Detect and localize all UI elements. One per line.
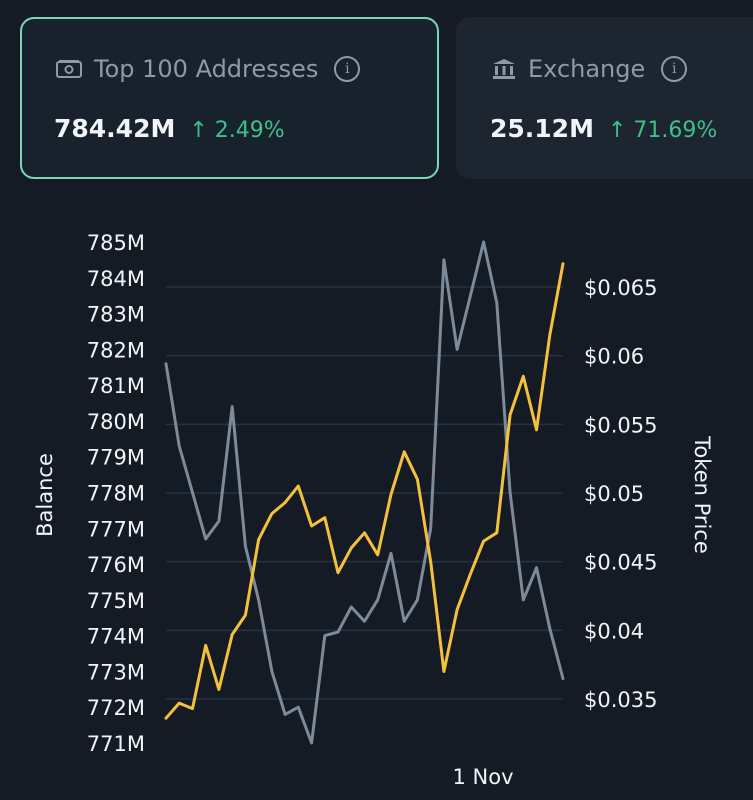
left-axis-tick: 776M — [87, 553, 145, 577]
balance-series-line — [164, 240, 565, 745]
card-label: Exchange — [528, 55, 646, 83]
left-axis-tick: 783M — [87, 303, 145, 327]
left-axis-tick: 777M — [87, 517, 145, 541]
info-icon[interactable]: i — [334, 56, 361, 82]
card-value: 784.42M — [54, 114, 176, 143]
left-axis-tick: 778M — [87, 482, 145, 506]
left-axis-tick: 775M — [87, 589, 145, 613]
card-value: 25.12M — [490, 114, 594, 143]
right-axis-tick: $0.045 — [584, 551, 657, 575]
arrow-up-icon: ↑ — [607, 118, 627, 143]
left-axis-tick: 780M — [87, 410, 145, 434]
card-label: Top 100 Addresses — [94, 55, 319, 83]
card-value-row: 25.12M ↑ 71.69% — [490, 114, 717, 143]
right-axis-tick: $0.04 — [584, 619, 644, 643]
left-axis-tick: 784M — [87, 267, 145, 291]
change-value: 71.69% — [633, 118, 718, 143]
wallet-icon — [56, 60, 82, 78]
left-axis-tick: 781M — [87, 374, 145, 398]
right-axis-tick: $0.035 — [584, 688, 657, 712]
balance-price-chart: 785M 784M 783M 782M 781M 780M 779M 778M 777M 776M… — [33, 231, 714, 789]
left-axis-tick: 785M — [87, 231, 145, 255]
right-axis-title: Token Price — [690, 435, 714, 554]
token-price-series-line — [164, 262, 565, 720]
arrow-up-icon: ↑ — [189, 118, 208, 143]
info-icon[interactable]: i — [661, 56, 688, 82]
left-axis-tick: 774M — [87, 625, 145, 649]
card-title: Top 100 Addresses i — [56, 55, 361, 83]
card-change: ↑ 2.49% — [189, 118, 284, 143]
exchange-card[interactable]: Exchange i 25.12M ↑ 71.69% — [456, 17, 753, 179]
right-axis-tick: $0.065 — [584, 276, 657, 300]
x-axis-tick: 1 Nov — [452, 765, 513, 789]
left-axis-tick: 782M — [87, 338, 145, 362]
left-axis-tick: 779M — [87, 446, 145, 470]
left-axis-title: Balance — [33, 453, 57, 537]
change-value: 2.49% — [214, 118, 285, 143]
left-axis-tick: 772M — [87, 696, 145, 720]
right-axis-tick: $0.055 — [584, 413, 657, 437]
top-100-addresses-card[interactable]: Top 100 Addresses i 784.42M ↑ 2.49% — [20, 17, 439, 179]
right-axis-tick: $0.05 — [584, 482, 644, 506]
card-change: ↑ 71.69% — [608, 118, 717, 143]
right-axis-tick: $0.06 — [584, 345, 644, 369]
bank-icon — [493, 59, 515, 79]
card-title: Exchange i — [492, 55, 688, 83]
left-axis-tick: 773M — [87, 660, 145, 684]
left-axis-tick: 771M — [87, 732, 145, 756]
card-value-row: 784.42M ↑ 2.49% — [54, 114, 285, 143]
